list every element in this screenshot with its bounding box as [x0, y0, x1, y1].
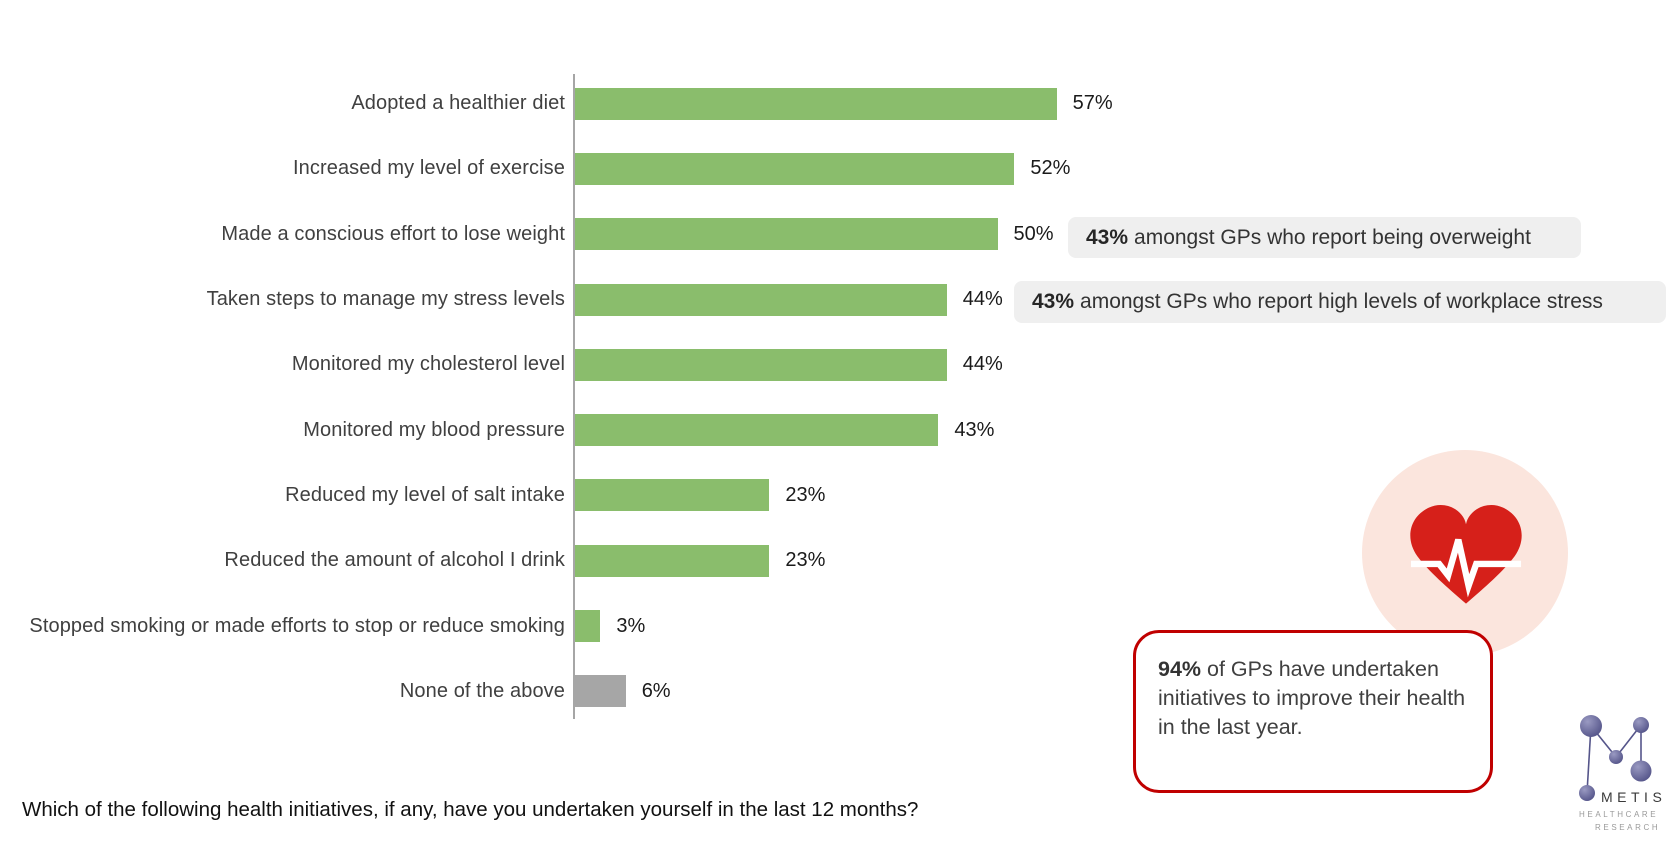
- category-label: Reduced the amount of alcohol I drink: [224, 549, 565, 572]
- callout-overweight: 43% amongst GPs who report being overwei…: [1068, 217, 1581, 258]
- category-label: Made a conscious effort to lose weight: [221, 222, 565, 245]
- bar-row: Monitored my blood pressure 43%: [0, 397, 1675, 462]
- summary-box: 94% of GPs have undertaken initiatives t…: [1133, 630, 1493, 793]
- value-label: 3%: [616, 614, 646, 637]
- value-label: 50%: [1013, 222, 1054, 245]
- bar-row: Taken steps to manage my stress levels 44…: [0, 267, 1675, 332]
- value-label: 43%: [954, 418, 995, 441]
- callout-overweight-percentage: 43%: [1086, 225, 1129, 249]
- bar-row: Increased my level of exercise 52%: [0, 136, 1675, 201]
- summary-percentage: 94%: [1158, 657, 1202, 681]
- bar: [575, 610, 601, 643]
- value-label: 23%: [785, 549, 826, 572]
- bar-row: Reduced the amount of alcohol I drink 23%: [0, 528, 1675, 593]
- bar: [575, 87, 1057, 120]
- value-label: 6%: [641, 679, 671, 702]
- category-label: None of the above: [399, 679, 565, 702]
- category-label: Monitored my blood pressure: [303, 418, 565, 441]
- value-label: 57%: [1072, 92, 1113, 115]
- category-label: Reduced my level of salt intake: [285, 483, 565, 506]
- logo-research-text: RESEARCH: [1595, 823, 1660, 832]
- metis-logo: METIS HEALTHCARE RESEARCH: [1579, 715, 1666, 832]
- bar: [575, 283, 947, 316]
- logo-healthcare-text: HEALTHCARE: [1579, 810, 1658, 819]
- bar: [575, 218, 998, 251]
- bar-row: Adopted a healthier diet 57%: [0, 71, 1675, 136]
- bar: [575, 348, 947, 381]
- heart-pulse-icon: [1410, 505, 1522, 604]
- category-label: Monitored my cholesterol level: [291, 353, 565, 376]
- heart-badge-circle: [1362, 450, 1568, 656]
- bar: [575, 152, 1015, 185]
- category-label: Taken steps to manage my stress levels: [206, 288, 565, 311]
- logo-network-nodes: [1579, 715, 1652, 801]
- bar: [575, 544, 770, 577]
- callout-stress-percentage: 43%: [1032, 290, 1075, 313]
- question-text: Which of the following health initiative…: [22, 798, 919, 821]
- bar-row: None of the above 6%: [0, 659, 1675, 724]
- logo-name-text: METIS: [1601, 789, 1666, 805]
- bar-chart: Adopted a healthier diet 57% Increased my …: [0, 71, 1675, 724]
- value-label: 44%: [962, 353, 1003, 376]
- value-label: 23%: [785, 483, 826, 506]
- bar: [575, 479, 770, 512]
- category-label: Increased my level of exercise: [292, 157, 565, 180]
- value-label: 52%: [1030, 157, 1071, 180]
- bar-row: Monitored my cholesterol level 44%: [0, 332, 1675, 397]
- callout-stress: 43% amongst GPs who report high levels o…: [1014, 281, 1666, 323]
- y-axis-line: [573, 74, 575, 719]
- bar: [575, 675, 626, 708]
- bar: [575, 414, 939, 447]
- callout-overweight-text: amongst GPs who report being overweight: [1134, 225, 1531, 249]
- summary-text: of GPs have undertaken initiatives to im…: [1158, 657, 1466, 739]
- callout-stress-text: amongst GPs who report high levels of wo…: [1080, 290, 1603, 313]
- value-label: 44%: [962, 288, 1003, 311]
- bar-row: Reduced my level of salt intake 23%: [0, 463, 1675, 528]
- category-label: Stopped smoking or made efforts to stop …: [29, 614, 565, 637]
- category-label: Adopted a healthier diet: [351, 92, 565, 115]
- bar-row: Stopped smoking or made efforts to stop …: [0, 593, 1675, 658]
- bar-row: Made a conscious effort to lose weight 50…: [0, 202, 1675, 267]
